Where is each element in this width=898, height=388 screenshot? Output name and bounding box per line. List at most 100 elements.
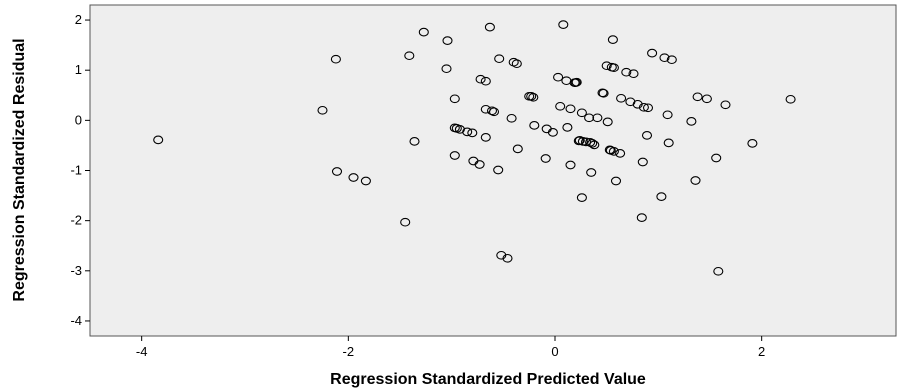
data-point	[747, 139, 758, 148]
data-point	[616, 93, 627, 103]
data-point	[720, 100, 731, 110]
y-tick-label: 1	[75, 62, 82, 77]
data-point	[555, 101, 566, 111]
data-point	[592, 113, 603, 123]
data-point	[607, 35, 618, 44]
data-point	[493, 165, 504, 175]
y-tick-label: -1	[70, 163, 82, 178]
data-point	[153, 135, 164, 145]
x-axis: -4 -2 0 2	[136, 336, 765, 359]
y-tick-label: 2	[75, 12, 82, 27]
data-point	[641, 131, 653, 140]
data-point	[496, 250, 507, 260]
data-point	[586, 168, 597, 177]
y-axis-title: Regression Standardized Residual	[11, 38, 28, 301]
data-point	[441, 64, 452, 74]
data-point	[454, 125, 465, 134]
x-axis-title: Regression Standardized Predicted Value	[330, 371, 646, 388]
data-point	[511, 59, 522, 69]
y-axis: -4 -3 -2 -1 0 1 2	[70, 12, 90, 328]
y-tick-label: -4	[70, 313, 82, 328]
data-point	[400, 217, 411, 227]
data-point	[589, 140, 600, 150]
data-point	[580, 137, 592, 147]
data-point	[632, 99, 643, 109]
data-point	[692, 92, 703, 102]
data-point	[502, 253, 513, 263]
data-point	[659, 53, 670, 63]
data-point	[576, 193, 587, 202]
data-point	[562, 123, 573, 132]
data-point	[540, 154, 551, 163]
data-point	[348, 173, 359, 182]
data-point	[625, 97, 636, 107]
data-point	[565, 160, 576, 170]
data-point	[553, 72, 564, 82]
data-point	[506, 113, 517, 123]
data-point	[608, 147, 619, 156]
data-point	[512, 144, 523, 154]
data-point	[642, 103, 654, 113]
data-point	[615, 149, 626, 158]
data-point	[480, 133, 491, 142]
data-point	[638, 102, 649, 112]
data-point	[317, 105, 328, 115]
data-points	[153, 20, 796, 276]
data-point	[656, 192, 667, 201]
data-point	[565, 104, 576, 114]
x-tick-label: -4	[136, 344, 148, 359]
data-point	[480, 76, 491, 86]
data-point	[404, 51, 415, 61]
data-point	[449, 151, 460, 160]
data-point	[449, 94, 460, 104]
data-point	[547, 128, 558, 137]
data-point	[584, 113, 595, 123]
data-point	[486, 106, 498, 116]
plot-area	[89, 4, 897, 337]
y-tick-label: -3	[70, 263, 82, 278]
data-point	[442, 36, 453, 45]
data-point	[610, 176, 622, 186]
data-point	[601, 61, 612, 71]
y-tick-label: -2	[70, 213, 82, 228]
data-point	[526, 91, 537, 101]
data-point	[713, 266, 724, 276]
data-point	[488, 107, 500, 117]
data-point	[529, 121, 540, 130]
x-tick-label: 2	[758, 344, 765, 359]
data-point	[785, 94, 796, 104]
data-point	[360, 176, 371, 186]
data-point	[409, 137, 420, 146]
data-point	[686, 117, 697, 126]
data-point	[508, 57, 519, 67]
data-point	[475, 74, 486, 84]
data-point	[621, 67, 632, 77]
data-point	[662, 110, 673, 120]
data-point	[587, 139, 598, 148]
data-point	[690, 176, 701, 185]
data-point	[608, 63, 619, 73]
data-point	[494, 54, 505, 64]
data-point	[331, 167, 343, 176]
data-point	[701, 94, 712, 104]
data-point	[636, 213, 647, 222]
data-point	[558, 20, 569, 29]
data-point	[663, 138, 674, 148]
x-tick-label: -2	[343, 344, 355, 359]
data-point	[711, 153, 722, 163]
data-point	[484, 22, 495, 32]
data-point	[602, 117, 613, 127]
data-point	[462, 127, 473, 137]
data-point	[598, 88, 609, 98]
y-tick-label: 0	[75, 112, 82, 127]
data-point	[330, 54, 341, 64]
data-point	[467, 128, 478, 138]
data-point	[418, 27, 429, 37]
data-point	[528, 92, 539, 102]
data-point	[666, 55, 677, 65]
data-point	[628, 69, 639, 79]
data-point	[647, 48, 658, 58]
data-point	[576, 108, 587, 118]
data-point	[637, 157, 648, 167]
